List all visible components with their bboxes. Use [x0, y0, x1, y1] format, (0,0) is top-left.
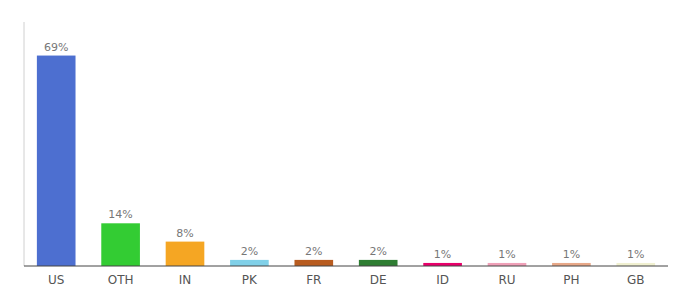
y-axis-line — [24, 22, 25, 266]
x-tick-label: FR — [306, 273, 321, 287]
bar — [294, 260, 333, 266]
data-label: 1% — [563, 248, 580, 261]
data-label: 1% — [434, 248, 451, 261]
bar — [101, 223, 140, 266]
data-label: 1% — [627, 248, 644, 261]
x-tick-label: GB — [627, 273, 645, 287]
bar — [230, 260, 269, 266]
bar — [37, 56, 76, 266]
x-tick-label: RU — [498, 273, 515, 287]
x-tick-label: DE — [370, 273, 387, 287]
bar — [359, 260, 398, 266]
bar — [166, 242, 205, 266]
x-tick-label: US — [48, 273, 64, 287]
bars — [37, 56, 655, 266]
x-tick-label: OTH — [108, 273, 134, 287]
x-tick-label: ID — [436, 273, 449, 287]
data-label: 1% — [498, 248, 515, 261]
data-label: 14% — [108, 208, 132, 221]
x-tick-label: IN — [179, 273, 192, 287]
data-label: 8% — [176, 227, 193, 240]
x-axis-line — [24, 266, 668, 267]
x-tick-label: PK — [242, 273, 258, 287]
data-label: 2% — [305, 245, 322, 258]
data-label: 69% — [44, 41, 68, 54]
x-tick-label: PH — [563, 273, 579, 287]
data-label: 2% — [241, 245, 258, 258]
chart-svg: 69% 14% 8% 2% 2% 2% 1% 1% 1% 1% US OTH IN PK FR DE ID RU P… — [0, 0, 680, 300]
data-label: 2% — [369, 245, 386, 258]
chart-container: 69% 14% 8% 2% 2% 2% 1% 1% 1% 1% US OTH IN PK FR DE ID RU P… — [0, 0, 680, 300]
